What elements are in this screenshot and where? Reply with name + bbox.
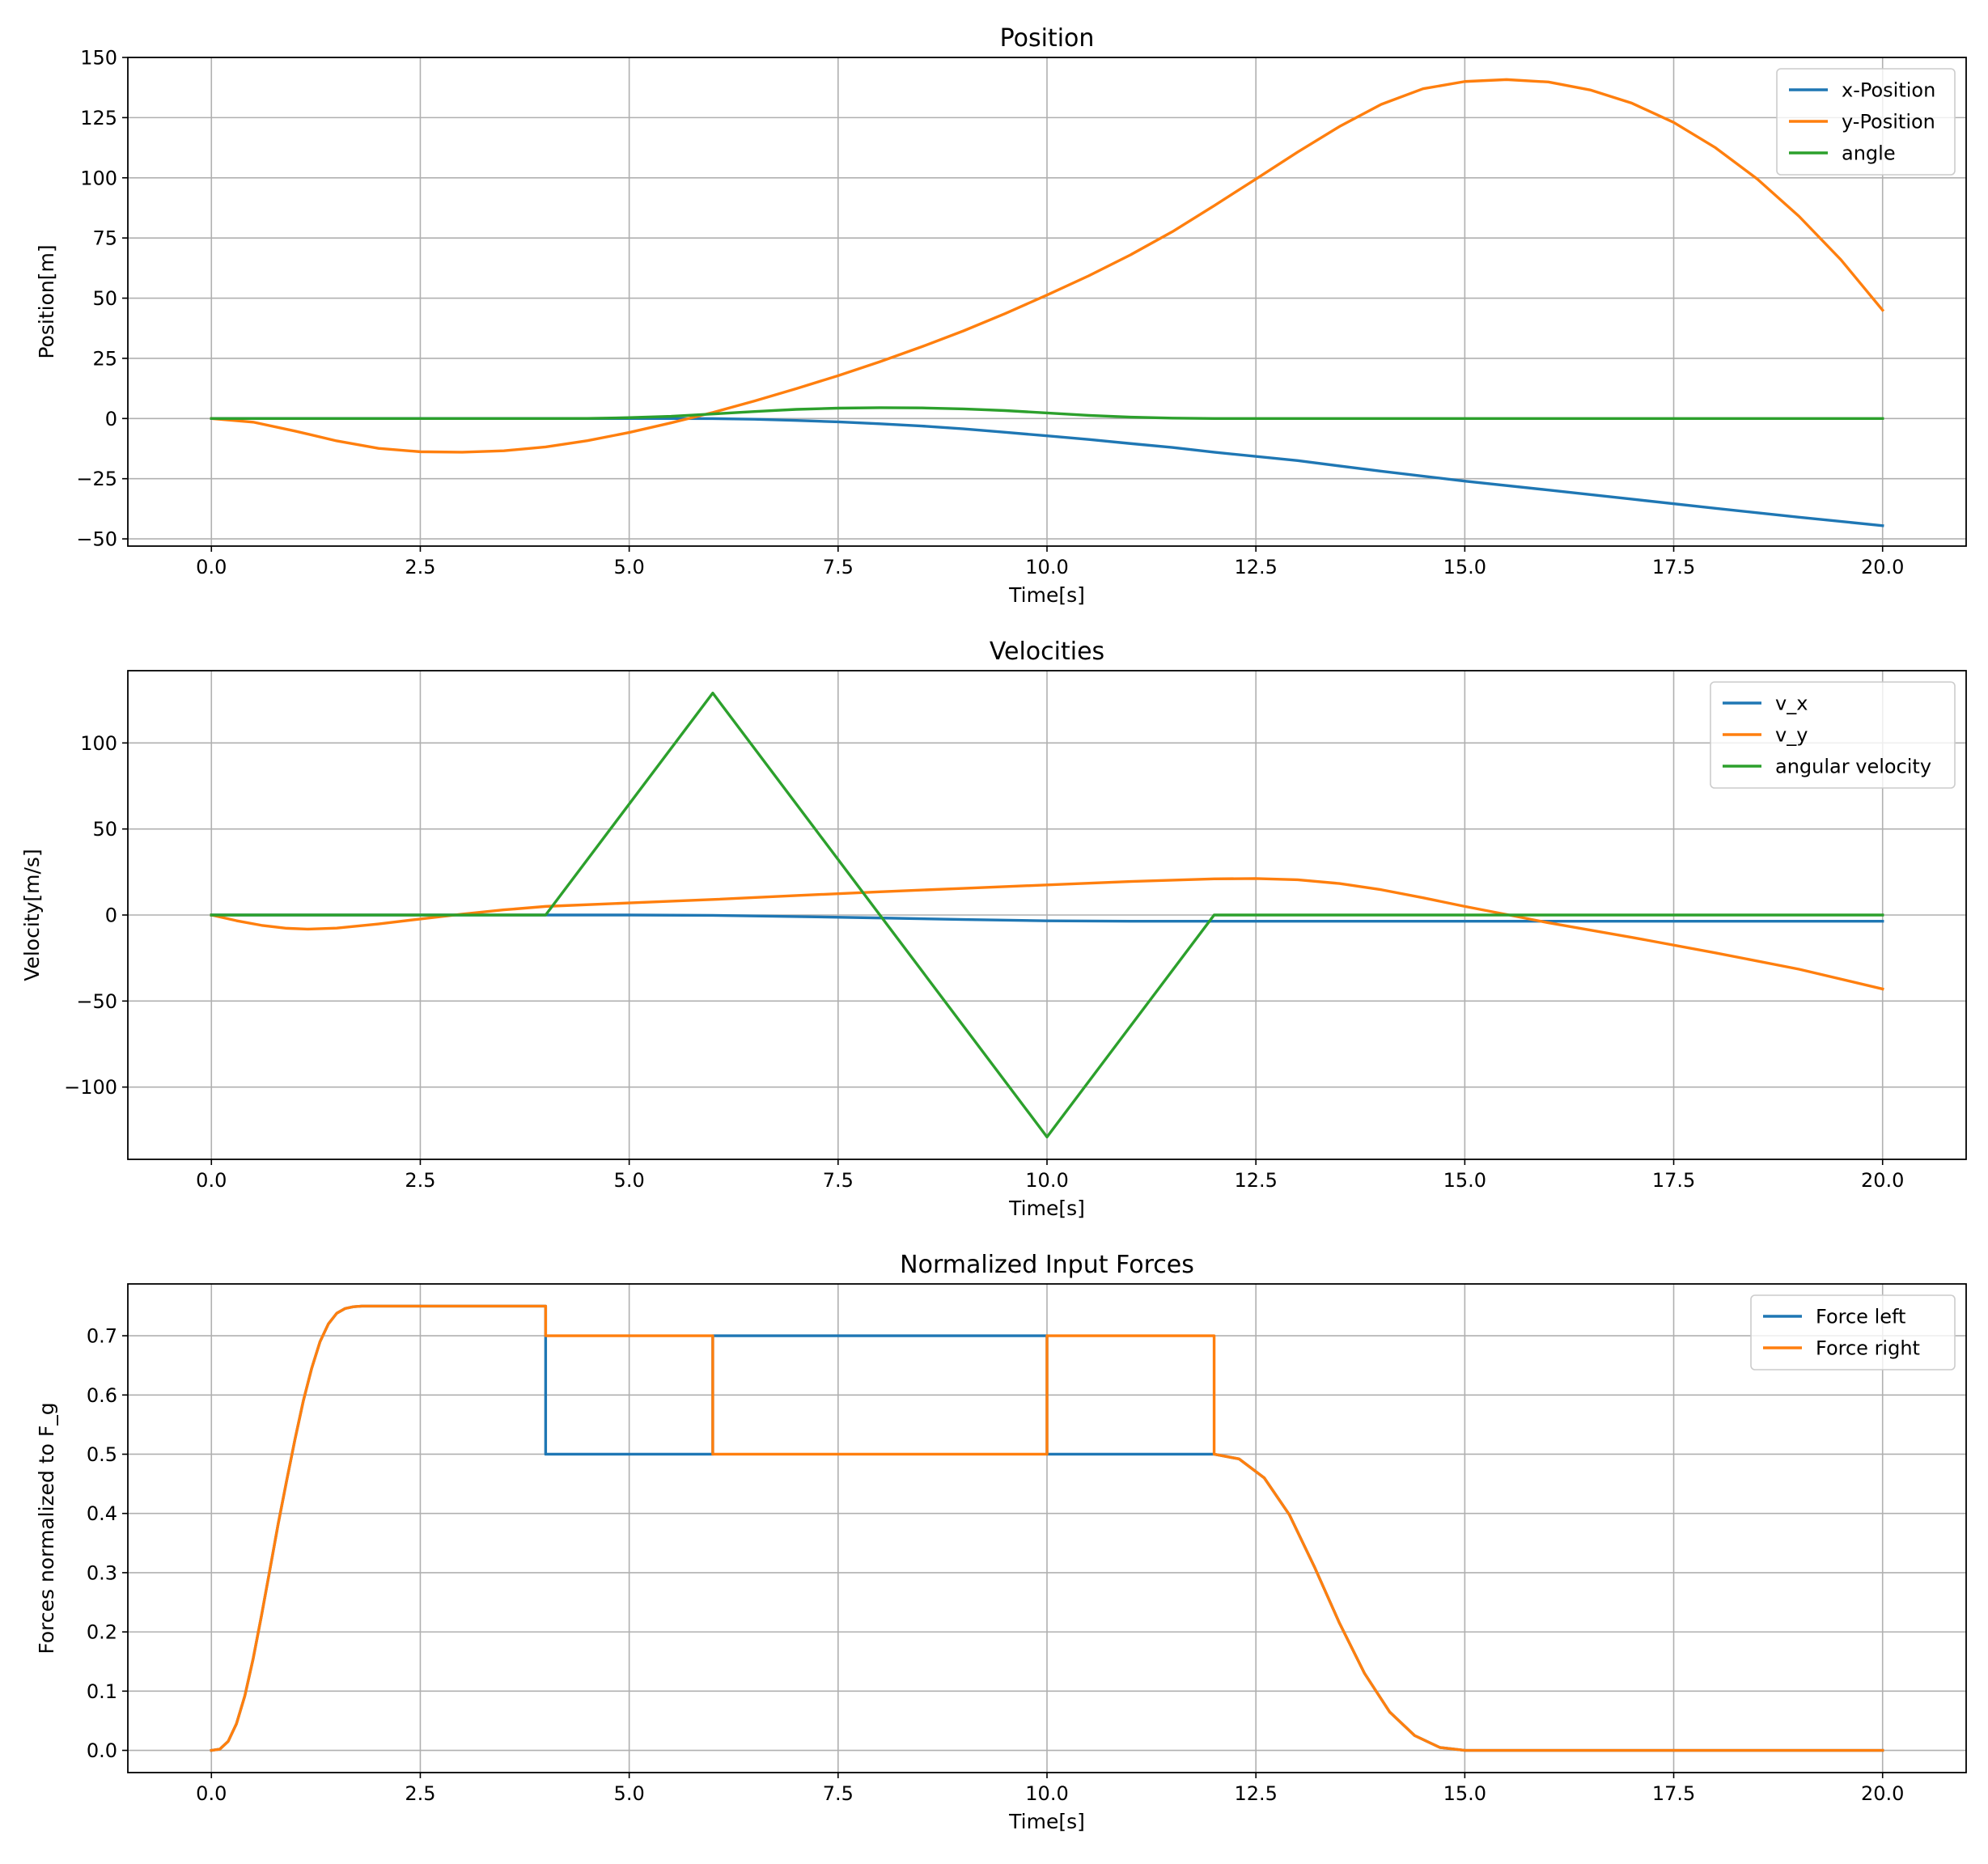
y-tick-label: −50 (76, 528, 117, 551)
y-tick-label: 100 (80, 732, 117, 755)
chart-panel-2: 0.0 2.5 5.0 7.5 10.0 12.5 15.0 17.5 20.0 0.0 0.1 0.… (35, 1251, 1967, 1833)
x-tick-label: 2.5 (405, 1169, 435, 1192)
legend: Force left Force right (1750, 1294, 1956, 1370)
x-axis-label: Time[s] (1008, 1810, 1085, 1833)
x-tick-label: 20.0 (1861, 1169, 1904, 1192)
x-tick-label: 17.5 (1652, 1782, 1695, 1805)
x-tick-label: 12.5 (1234, 1782, 1277, 1805)
series-line-2 (210, 691, 1884, 1139)
y-tick-label: 75 (92, 227, 117, 250)
legend-frame (1710, 681, 1956, 789)
y-tick-label: 50 (92, 818, 117, 841)
y-tick-label: 0.2 (87, 1621, 117, 1644)
series-line-0 (210, 913, 1884, 923)
chart-panel-1: 0.0 2.5 5.0 7.5 10.0 12.5 15.0 17.5 20.0 −100 −50 0… (20, 638, 1967, 1220)
x-tick-label: 7.5 (823, 1169, 854, 1192)
legend-label-2: angular velocity (1775, 756, 1931, 778)
legend: x-Position y-Position angle (1776, 68, 1956, 176)
x-tick-label: 2.5 (405, 1782, 435, 1805)
x-tick-label: 10.0 (1025, 1782, 1068, 1805)
x-axis-label: Time[s] (1008, 583, 1085, 607)
y-axis-label: Velocity[m/s] (20, 849, 44, 981)
x-tick-label: 5.0 (614, 556, 645, 578)
y-tick-label: 0.6 (87, 1384, 117, 1407)
y-axis-label: Position[m] (35, 244, 58, 358)
x-tick-label: 20.0 (1861, 556, 1904, 578)
x-tick-label: 12.5 (1234, 1169, 1277, 1192)
y-tick-label: 25 (92, 347, 117, 370)
chart-title: Normalized Input Forces (900, 1251, 1194, 1279)
x-tick-label: 15.0 (1443, 556, 1486, 578)
series-line-2 (210, 406, 1884, 421)
y-tick-label: 50 (92, 287, 117, 310)
legend-label-2: angle (1842, 142, 1896, 165)
x-tick-label: 2.5 (405, 556, 435, 578)
y-tick-label: 0.7 (87, 1325, 117, 1348)
x-tick-label: 0.0 (196, 1169, 227, 1192)
y-tick-label: 0.5 (87, 1443, 117, 1466)
x-tick-label: 0.0 (196, 556, 227, 578)
legend-frame (1776, 68, 1956, 176)
x-tick-label: 5.0 (614, 1169, 645, 1192)
legend-label-1: Force right (1816, 1337, 1920, 1360)
x-tick-label: 15.0 (1443, 1169, 1486, 1192)
y-tick-label: 0 (105, 904, 117, 927)
y-tick-label: −25 (76, 468, 117, 490)
y-tick-label: 150 (80, 47, 117, 70)
y-axis-label: Forces normalized to F_g (35, 1402, 58, 1654)
x-axis-label: Time[s] (1008, 1197, 1085, 1220)
chart-title: Position (1000, 24, 1095, 53)
y-tick-label: 0.1 (87, 1680, 117, 1703)
y-tick-label: −100 (64, 1076, 117, 1099)
x-tick-label: 15.0 (1443, 1782, 1486, 1805)
y-tick-label: 125 (80, 107, 117, 129)
x-tick-label: 5.0 (614, 1782, 645, 1805)
y-tick-label: 0.4 (87, 1502, 117, 1525)
legend-label-1: v_y (1775, 724, 1808, 747)
y-tick-label: 0 (105, 408, 117, 430)
y-tick-label: 100 (80, 167, 117, 189)
x-tick-label: 10.0 (1025, 556, 1068, 578)
legend-frame (1750, 1294, 1956, 1370)
series-line-1 (210, 78, 1885, 454)
y-tick-label: 0.3 (87, 1561, 117, 1584)
legend-label-0: v_x (1775, 693, 1808, 715)
x-tick-label: 17.5 (1652, 1169, 1695, 1192)
chart-panel-0: 0.0 2.5 5.0 7.5 10.0 12.5 15.0 17.5 20.0 −50 −25 0 2… (35, 24, 1967, 607)
x-tick-label: 7.5 (823, 556, 854, 578)
legend-label-0: x-Position (1842, 79, 1935, 102)
x-tick-label: 17.5 (1652, 556, 1695, 578)
legend-label-1: y-Position (1842, 111, 1935, 133)
x-tick-label: 0.0 (196, 1782, 227, 1805)
legend-label-0: Force left (1816, 1306, 1905, 1328)
x-tick-label: 20.0 (1861, 1782, 1904, 1805)
chart-title: Velocities (990, 638, 1104, 666)
y-tick-label: 0.0 (87, 1739, 117, 1762)
series-line-1 (210, 1304, 1884, 1752)
y-tick-label: −50 (76, 990, 117, 1013)
x-tick-label: 7.5 (823, 1782, 854, 1805)
x-tick-label: 10.0 (1025, 1169, 1068, 1192)
x-tick-label: 12.5 (1234, 556, 1277, 578)
